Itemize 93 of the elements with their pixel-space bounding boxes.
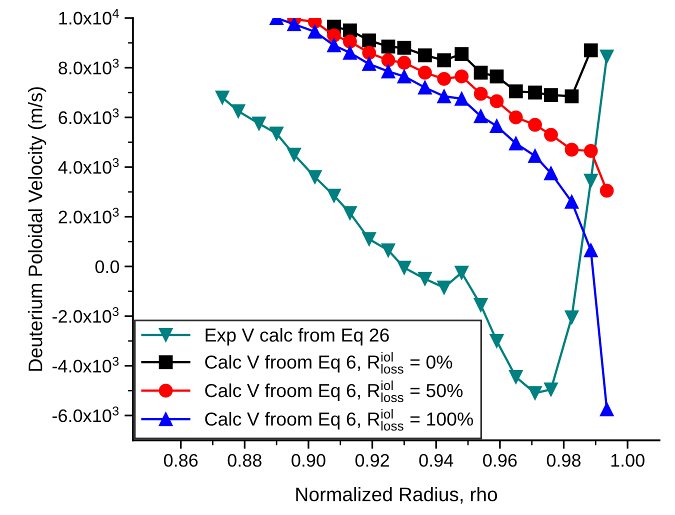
point <box>343 46 357 60</box>
point <box>490 69 504 84</box>
point <box>584 43 598 58</box>
point <box>528 386 542 400</box>
point <box>584 174 598 188</box>
point <box>437 72 452 86</box>
legend-label: Exp V calc from Eq 26 <box>206 328 389 346</box>
y-tick-label: -6.0x10$^{3}$ <box>52 406 119 422</box>
point <box>437 53 452 68</box>
point <box>362 46 376 60</box>
point <box>343 34 357 49</box>
point <box>544 166 558 180</box>
point <box>397 260 412 275</box>
point <box>528 148 542 163</box>
point <box>508 84 523 98</box>
point <box>418 66 432 80</box>
point <box>327 38 341 52</box>
point <box>474 298 488 312</box>
y-tick-label: 0.0 <box>95 260 120 274</box>
point <box>381 40 396 54</box>
y-axis-title: Deuterium Poloidal Velocity (m/s) <box>28 87 46 371</box>
point <box>437 280 452 294</box>
point <box>362 57 376 71</box>
point <box>397 56 412 70</box>
y-tick-label: -4.0x10$^{3}$ <box>52 356 119 372</box>
point <box>600 184 614 198</box>
point <box>544 128 558 142</box>
point <box>490 334 504 348</box>
point <box>362 33 376 48</box>
point <box>474 66 488 80</box>
point <box>418 272 432 286</box>
y-tick-label: -2.0x10$^{3}$ <box>52 307 119 323</box>
point <box>508 110 523 124</box>
x-tick-label: 1.00 <box>611 454 644 467</box>
point <box>327 28 341 42</box>
x-tick-label: 0.98 <box>546 454 581 467</box>
point <box>584 144 598 158</box>
point <box>454 266 469 280</box>
point <box>490 94 504 108</box>
point <box>508 136 523 150</box>
point <box>381 53 396 68</box>
point <box>287 18 302 32</box>
x-tick-label: 0.90 <box>292 454 326 467</box>
point <box>528 118 542 132</box>
point <box>397 69 412 84</box>
x-tick-label: 0.86 <box>164 454 198 467</box>
point <box>252 116 266 131</box>
x-axis-title: Normalized Radius, rho <box>296 487 497 504</box>
point <box>564 89 579 104</box>
point <box>397 40 412 55</box>
y-tick-label: 1.0x10$^{4}$ <box>59 9 119 25</box>
point <box>564 310 579 324</box>
point <box>343 206 357 220</box>
legend-label: Calc V froom Eq 6, R$^{iol}$$_{loss}$ = 50% <box>205 380 463 402</box>
point <box>508 370 523 384</box>
point <box>418 48 432 62</box>
point <box>600 50 614 64</box>
point <box>381 64 396 78</box>
point <box>490 119 504 134</box>
point <box>418 80 432 95</box>
y-tick-label: 4.0x10$^{3}$ <box>58 158 119 174</box>
point <box>437 89 452 104</box>
y-tick-label: 2.0x10$^{3}$ <box>58 208 119 224</box>
point <box>564 194 579 209</box>
point <box>327 188 341 203</box>
x-tick-label: 0.94 <box>419 454 454 467</box>
point <box>454 92 469 106</box>
y-tick-label: 8.0x10$^{3}$ <box>58 58 119 74</box>
point <box>454 69 469 84</box>
x-tick-label: 0.92 <box>355 454 389 467</box>
legend-label: Calc V froom Eq 6, R$^{iol}$$_{loss}$ = 0% <box>205 352 452 374</box>
point <box>544 382 558 396</box>
point <box>474 86 488 101</box>
point <box>564 142 579 157</box>
x-tick-label: 0.96 <box>483 454 517 467</box>
legend-label: Calc V froom Eq 6, R$^{iol}$$_{loss}$ = 100% <box>205 409 473 431</box>
point <box>454 47 469 61</box>
point <box>584 243 598 258</box>
point <box>474 109 488 124</box>
point <box>308 170 322 184</box>
point <box>544 88 558 102</box>
x-tick-label: 0.88 <box>228 454 262 467</box>
point <box>600 402 614 416</box>
point <box>308 24 322 39</box>
point <box>287 148 302 162</box>
point <box>528 86 542 100</box>
point <box>381 243 396 258</box>
point <box>231 104 246 118</box>
y-tick-label: 6.0x10$^{3}$ <box>58 108 119 124</box>
point <box>343 24 357 38</box>
point <box>362 232 376 246</box>
point <box>215 90 230 104</box>
point <box>270 126 284 140</box>
